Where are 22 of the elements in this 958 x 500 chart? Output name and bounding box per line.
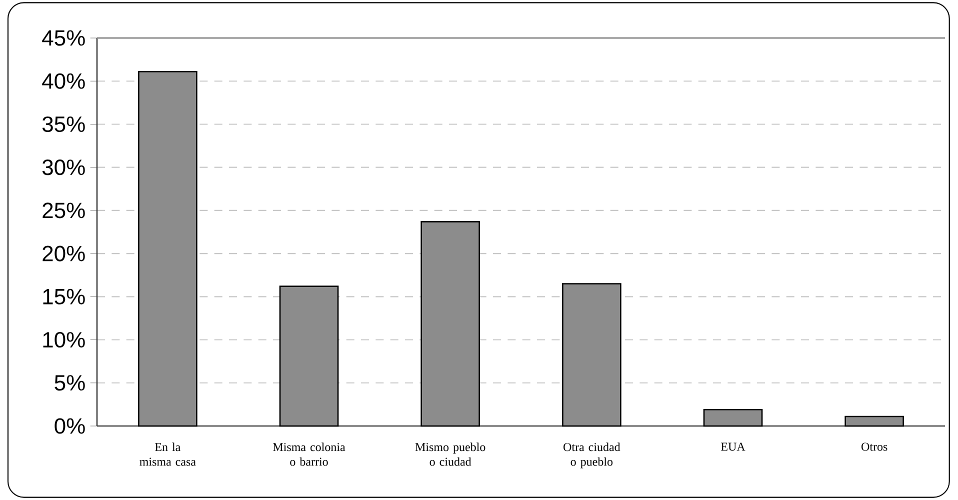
y-tick-label: 45% bbox=[42, 30, 85, 46]
x-tick-label: Misma colonia o barrio bbox=[273, 442, 346, 466]
bar bbox=[703, 408, 763, 427]
x-tick-label: Otros bbox=[862, 442, 888, 451]
bar bbox=[562, 283, 622, 427]
bar bbox=[420, 220, 480, 427]
y-tick-label: 30% bbox=[42, 160, 85, 176]
bar bbox=[279, 286, 339, 427]
y-tick-label: 35% bbox=[42, 116, 85, 132]
y-tick-label: 20% bbox=[42, 246, 85, 262]
y-tick-label: 25% bbox=[42, 202, 85, 218]
y-tick-label: 15% bbox=[43, 288, 85, 304]
x-tick-label: EUA bbox=[721, 442, 746, 451]
x-tick-label: En la misma casa bbox=[140, 442, 196, 466]
bar bbox=[138, 70, 198, 427]
y-tick-label: 5% bbox=[54, 375, 85, 391]
y-tick-label: 40% bbox=[42, 73, 85, 89]
bar bbox=[844, 416, 904, 427]
y-tick-label: 0% bbox=[54, 418, 85, 434]
x-tick-label: Mismo pueblo o ciudad bbox=[415, 442, 486, 466]
x-tick-label: Otra ciudad o pueblo bbox=[564, 442, 620, 468]
y-tick-label: 10% bbox=[43, 332, 85, 348]
